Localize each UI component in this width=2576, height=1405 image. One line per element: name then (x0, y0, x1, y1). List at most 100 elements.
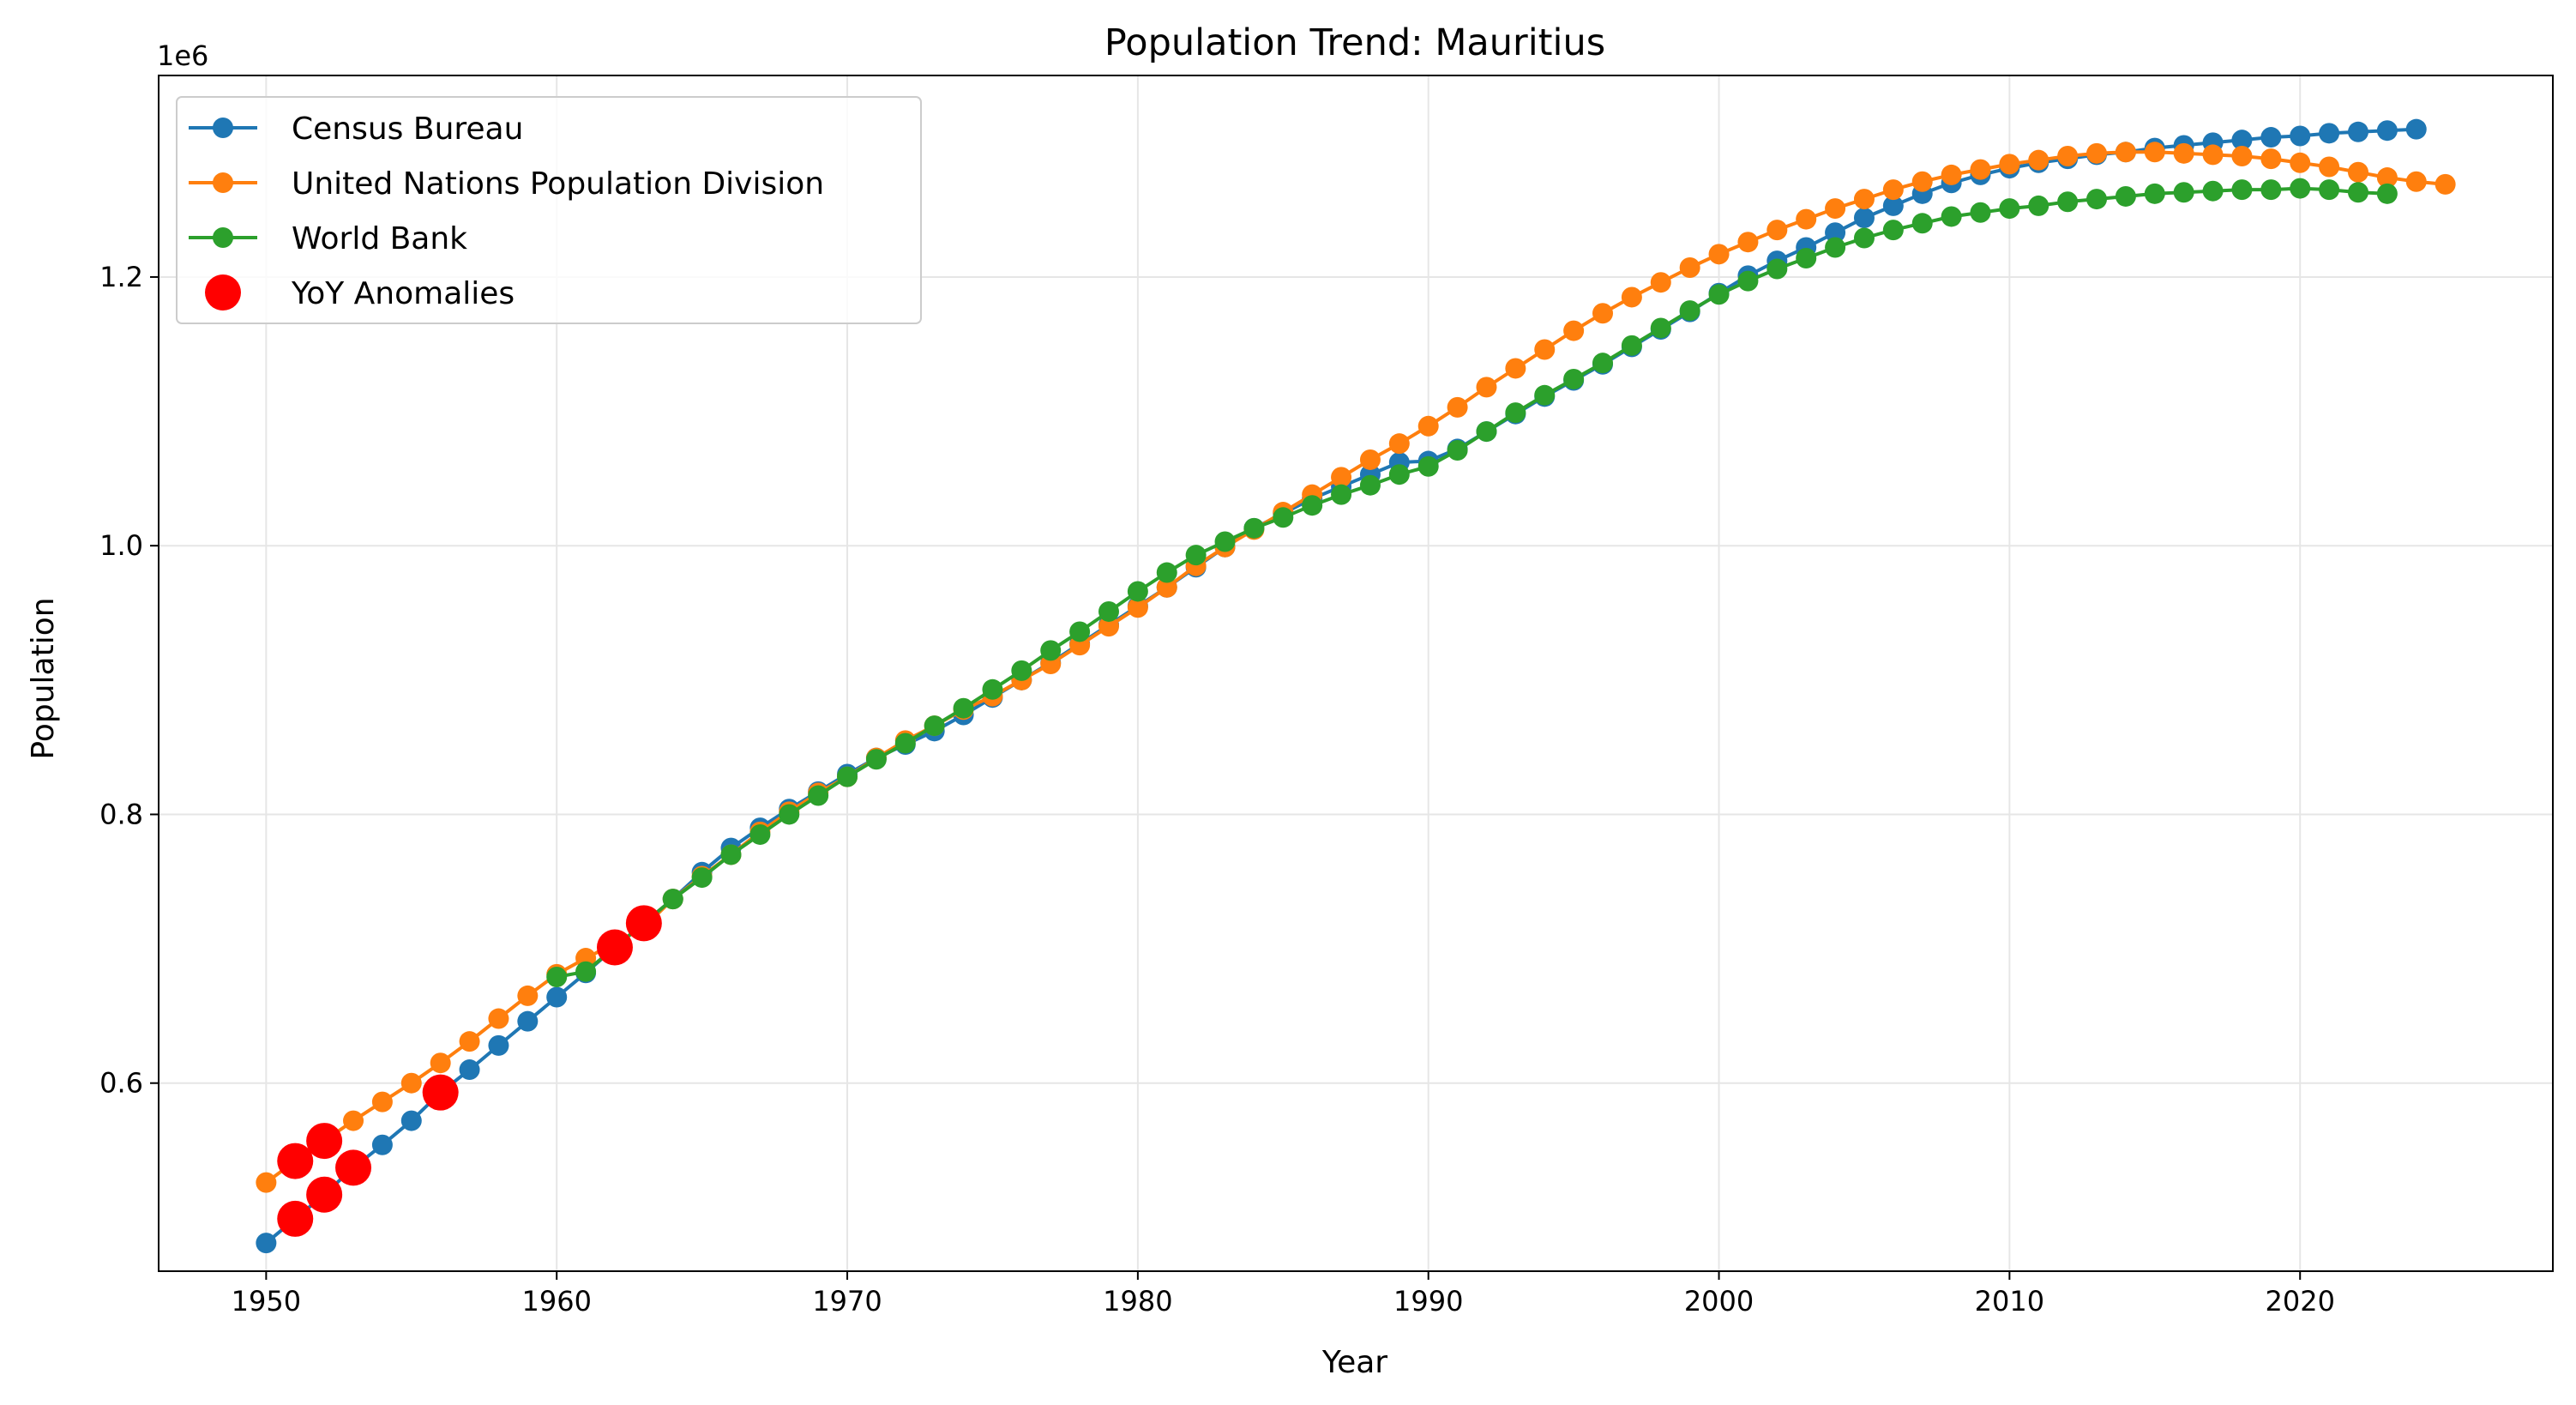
data-point (2376, 120, 2398, 142)
data-point (371, 1091, 393, 1113)
data-point (2115, 142, 2136, 163)
data-point (1911, 171, 1933, 192)
data-point (2260, 179, 2282, 201)
legend: Census Bureau United Nations Population D… (176, 96, 922, 324)
x-tick-label: 1960 (521, 1285, 591, 1318)
data-point (865, 749, 887, 770)
data-point (1069, 621, 1091, 642)
data-point (1214, 531, 1236, 552)
x-tick-label: 1950 (232, 1285, 301, 1318)
data-point (2290, 178, 2311, 199)
data-point (2086, 142, 2108, 164)
x-axis-ticks: 1950 1960 1970 1980 1990 2000 2010 2020 (232, 1271, 2335, 1318)
legend-label: YoY Anomalies (291, 276, 515, 311)
legend-swatch-marker (213, 118, 233, 138)
x-tick-label: 2000 (1684, 1285, 1754, 1318)
data-point (1970, 202, 1991, 223)
data-point (400, 1110, 422, 1131)
data-point (1796, 248, 1817, 269)
data-point (430, 1052, 451, 1074)
data-point (1156, 576, 1177, 598)
data-point (1737, 270, 1759, 292)
data-point (1505, 358, 1526, 379)
legend-label: Census Bureau (292, 112, 523, 147)
data-point (488, 1008, 509, 1029)
data-point (1011, 660, 1032, 681)
series-line (556, 186, 2387, 979)
data-point (1882, 220, 1904, 241)
data-point (2144, 183, 2165, 204)
legend-swatch-marker (205, 274, 241, 311)
data-point (1388, 433, 1410, 455)
data-point (720, 844, 742, 865)
data-point (2028, 195, 2049, 216)
x-tick-label: 2020 (2265, 1285, 2334, 1318)
data-point (1592, 303, 1614, 324)
data-point (2405, 118, 2427, 140)
data-point (1476, 377, 1497, 398)
y-axis-ticks: 0.6 0.8 1.0 1.2 (99, 261, 159, 1100)
chart-title: Population Trend: Mauritius (1104, 21, 1605, 64)
data-point (343, 1110, 364, 1131)
data-point (2376, 183, 2398, 204)
legend-entry: YoY Anomalies (205, 274, 515, 311)
data-point (2347, 121, 2368, 142)
data-point (1185, 545, 1207, 566)
data-point (749, 823, 771, 845)
data-point (894, 733, 916, 754)
data-point (1650, 272, 1671, 293)
data-point (982, 678, 1003, 700)
data-point (1534, 339, 1556, 360)
plot-frame (158, 75, 2554, 1272)
data-point (459, 1059, 480, 1081)
data-point (1853, 227, 1875, 249)
data-point (1941, 206, 1962, 227)
data-point (1737, 232, 1759, 253)
data-point (1999, 198, 2020, 220)
data-point (1999, 154, 2020, 175)
legend-swatch-marker (213, 227, 233, 248)
data-point (1359, 474, 1381, 496)
anomaly-point (277, 1143, 314, 1179)
anomaly-point (335, 1149, 372, 1186)
data-point (1592, 353, 1614, 374)
legend-label: World Bank (292, 221, 467, 256)
data-point (1447, 396, 1468, 418)
data-point (2376, 167, 2398, 189)
data-point (1417, 415, 1439, 437)
data-point (1621, 335, 1642, 356)
data-point (779, 804, 800, 825)
series-layer (256, 118, 2456, 1254)
anomaly-layer (277, 905, 662, 1237)
series-2 (546, 178, 2398, 987)
data-point (2231, 179, 2253, 201)
data-point (2319, 123, 2340, 144)
y-tick-label: 0.6 (99, 1067, 143, 1100)
legend-swatch-marker (213, 172, 233, 193)
data-point (1476, 421, 1497, 443)
data-point (2057, 191, 2079, 213)
data-point (2202, 180, 2224, 202)
data-point (546, 986, 568, 1008)
data-point (1417, 455, 1439, 477)
data-point (2435, 173, 2456, 195)
data-point (1127, 597, 1148, 618)
data-point (1825, 237, 1846, 258)
data-point (662, 889, 683, 910)
x-tick-label: 1980 (1103, 1285, 1172, 1318)
data-point (371, 1134, 393, 1155)
data-point (459, 1031, 480, 1052)
data-point (2290, 152, 2311, 173)
y-offset-label: 1e6 (157, 39, 208, 72)
data-point (2405, 171, 2427, 192)
x-tick-label: 1970 (812, 1285, 882, 1318)
data-point (2347, 182, 2368, 203)
data-point (2260, 127, 2282, 148)
data-point (1621, 286, 1642, 308)
data-point (1563, 320, 1585, 341)
data-point (575, 961, 597, 982)
data-point (1708, 284, 1730, 305)
data-point (1359, 449, 1381, 470)
anomaly-point (625, 905, 662, 942)
